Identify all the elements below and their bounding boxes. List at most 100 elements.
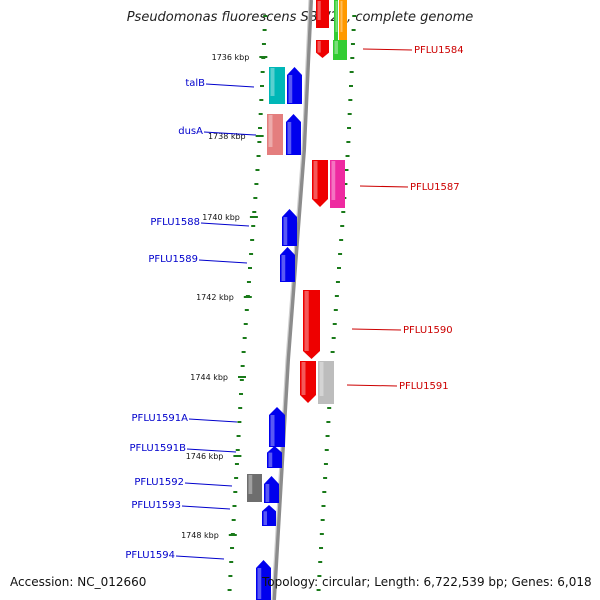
gene-feature[interactable] (318, 361, 334, 404)
scale-label: 1740 kbp (202, 213, 240, 222)
gene-label[interactable]: PFLU1593 (131, 500, 181, 511)
feature-track (247, 0, 347, 600)
gene-feature[interactable] (334, 0, 338, 40)
gene-shading (334, 41, 338, 54)
gene-shading (248, 475, 253, 494)
gene-arrow[interactable] (256, 560, 271, 600)
gene-shading (263, 511, 267, 525)
gene-label[interactable]: dusA (178, 126, 203, 137)
gene-shading (340, 1, 343, 32)
gene-feature[interactable] (303, 290, 320, 359)
gene-arrow[interactable] (334, 0, 338, 40)
label-leader (175, 555, 225, 560)
gene-labels: talB dusA PFLU1588 PFLU1589 PFLU1591A PFLU159… (125, 45, 463, 561)
scale-label: 1744 kbp (190, 373, 228, 382)
label-leader (346, 384, 398, 387)
gene-arrow[interactable] (264, 476, 279, 503)
accession-text: Accession: NC_012660 (10, 575, 147, 589)
gene-label[interactable]: PFLU1590 (403, 325, 453, 336)
gene-arrow[interactable] (262, 505, 276, 526)
gene-shading (270, 68, 275, 96)
gene-shading (335, 1, 338, 32)
gene-feature[interactable] (264, 476, 279, 503)
gene-arrow[interactable] (267, 446, 282, 468)
label-leader (186, 448, 237, 453)
inner-tick-track (227, 15, 268, 591)
gene-label[interactable]: PFLU1584 (414, 45, 464, 56)
gene-feature[interactable] (316, 40, 329, 58)
gene-arrow[interactable] (247, 474, 262, 502)
gene-shading (283, 217, 288, 245)
gene-feature[interactable] (267, 446, 282, 468)
gene-feature[interactable] (269, 67, 285, 104)
gene-label[interactable]: PFLU1594 (125, 550, 175, 561)
gene-arrow[interactable] (303, 290, 320, 359)
gene-feature[interactable] (256, 560, 271, 600)
gene-arrow[interactable] (316, 40, 329, 58)
gene-shading (268, 452, 273, 467)
gene-feature[interactable] (333, 40, 347, 60)
gene-arrow[interactable] (339, 0, 347, 40)
gene-feature[interactable] (282, 209, 297, 246)
gene-arrow[interactable] (280, 247, 295, 282)
gene-arrow[interactable] (318, 361, 334, 404)
scale-label: 1738 kbp (208, 132, 246, 141)
gene-label[interactable]: PFLU1588 (150, 217, 200, 228)
genome-summary-text: Topology: circular; Length: 6,722,539 bp… (262, 575, 592, 589)
gene-shading (319, 362, 324, 396)
gene-shading (287, 122, 292, 154)
label-leader (362, 48, 413, 51)
label-leader (205, 83, 255, 88)
gene-arrow[interactable] (330, 160, 345, 208)
genome-backbone (272, 0, 313, 600)
gene-arrow[interactable] (333, 40, 347, 60)
gene-feature[interactable] (262, 505, 276, 526)
label-leader (200, 222, 250, 227)
scale-label: 1748 kbp (181, 531, 219, 540)
gene-feature[interactable] (330, 160, 345, 208)
gene-shading (265, 484, 270, 502)
gene-arrow[interactable] (267, 114, 283, 155)
gene-arrow[interactable] (269, 407, 285, 447)
gene-shading (301, 362, 306, 395)
gene-label[interactable]: PFLU1589 (148, 254, 198, 265)
gene-label[interactable]: PFLU1591A (132, 413, 189, 424)
gene-label[interactable]: PFLU1592 (134, 477, 184, 488)
gene-arrow[interactable] (282, 209, 297, 246)
gene-feature[interactable] (286, 114, 301, 155)
gene-arrow[interactable] (269, 67, 285, 104)
label-leader (359, 185, 409, 188)
outer-tick-track (316, 15, 357, 591)
gene-feature[interactable] (247, 474, 262, 502)
gene-feature[interactable] (316, 0, 329, 28)
gene-label[interactable]: PFLU1591B (130, 443, 187, 454)
label-leaders (175, 48, 413, 560)
gene-feature[interactable] (267, 114, 283, 155)
gene-feature[interactable] (287, 67, 302, 104)
gene-feature[interactable] (339, 0, 347, 40)
scale-label: 1736 kbp (212, 53, 250, 62)
label-leader (198, 259, 248, 264)
gene-shading (313, 161, 318, 199)
gene-feature[interactable] (269, 407, 285, 447)
gene-shading (331, 161, 336, 200)
gene-arrow[interactable] (287, 67, 302, 104)
gene-label[interactable]: PFLU1591 (399, 381, 449, 392)
gene-arrow[interactable] (316, 0, 329, 28)
gene-label[interactable]: PFLU1587 (410, 182, 460, 193)
gene-label[interactable]: talB (185, 78, 205, 89)
gene-feature[interactable] (312, 160, 328, 207)
gene-shading (317, 41, 321, 53)
gene-arrow[interactable] (300, 361, 316, 403)
gene-arrow[interactable] (312, 160, 328, 207)
gene-feature[interactable] (300, 361, 316, 403)
gene-shading (257, 568, 262, 599)
gene-shading (270, 415, 275, 446)
gene-shading (268, 115, 273, 147)
scale-labels: 1736 kbp 1738 kbp 1740 kbp 1742 kbp 1744 kbp… (181, 53, 268, 540)
label-leader (203, 131, 257, 136)
gene-shading (281, 255, 286, 281)
gene-feature[interactable] (280, 247, 295, 282)
gene-arrow[interactable] (286, 114, 301, 155)
